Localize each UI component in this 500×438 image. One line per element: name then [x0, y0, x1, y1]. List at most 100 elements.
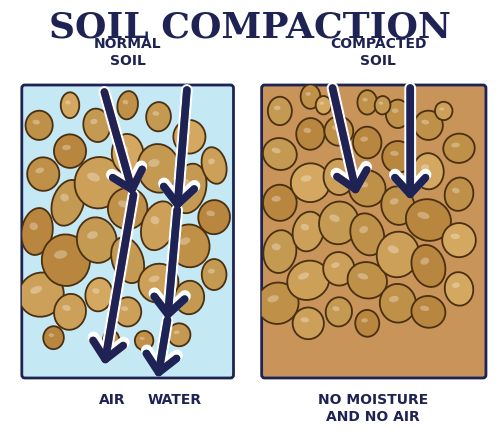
- Ellipse shape: [420, 306, 430, 311]
- Ellipse shape: [42, 234, 90, 286]
- Ellipse shape: [22, 208, 53, 255]
- Ellipse shape: [174, 330, 180, 334]
- Ellipse shape: [182, 131, 190, 136]
- Ellipse shape: [390, 151, 398, 156]
- Ellipse shape: [62, 145, 71, 150]
- Ellipse shape: [304, 128, 311, 133]
- Ellipse shape: [146, 102, 171, 131]
- FancyArrowPatch shape: [154, 210, 185, 311]
- Ellipse shape: [257, 283, 298, 324]
- Ellipse shape: [319, 201, 358, 244]
- Ellipse shape: [112, 134, 144, 174]
- Ellipse shape: [268, 295, 278, 302]
- Ellipse shape: [298, 272, 309, 279]
- Ellipse shape: [174, 281, 204, 314]
- Ellipse shape: [18, 272, 64, 317]
- Ellipse shape: [172, 164, 206, 213]
- Ellipse shape: [413, 153, 444, 189]
- FancyBboxPatch shape: [22, 85, 234, 378]
- Ellipse shape: [287, 261, 330, 300]
- Ellipse shape: [152, 111, 159, 116]
- Ellipse shape: [43, 326, 64, 349]
- Text: COMPACTED
SOIL: COMPACTED SOIL: [330, 37, 426, 68]
- Ellipse shape: [268, 97, 292, 125]
- Ellipse shape: [358, 181, 368, 187]
- Ellipse shape: [182, 291, 190, 297]
- FancyBboxPatch shape: [262, 85, 486, 378]
- Ellipse shape: [320, 102, 324, 105]
- Ellipse shape: [274, 106, 280, 110]
- Ellipse shape: [353, 127, 382, 159]
- Ellipse shape: [412, 245, 446, 287]
- Ellipse shape: [208, 159, 214, 164]
- Ellipse shape: [114, 297, 141, 326]
- Ellipse shape: [272, 196, 281, 202]
- Ellipse shape: [120, 251, 128, 259]
- Ellipse shape: [107, 337, 112, 340]
- Ellipse shape: [362, 98, 368, 102]
- Ellipse shape: [376, 232, 419, 277]
- Ellipse shape: [324, 117, 354, 146]
- Ellipse shape: [440, 107, 444, 110]
- Ellipse shape: [103, 330, 120, 351]
- Ellipse shape: [422, 120, 429, 124]
- Ellipse shape: [122, 100, 128, 104]
- Ellipse shape: [374, 96, 390, 114]
- Ellipse shape: [360, 137, 368, 141]
- Text: NO MOISTURE
AND NO AIR: NO MOISTURE AND NO AIR: [318, 393, 428, 424]
- Ellipse shape: [392, 109, 398, 113]
- Ellipse shape: [332, 125, 340, 130]
- Ellipse shape: [378, 102, 383, 105]
- Ellipse shape: [292, 307, 324, 339]
- Ellipse shape: [331, 262, 340, 268]
- Ellipse shape: [264, 230, 296, 273]
- Ellipse shape: [138, 264, 178, 303]
- Ellipse shape: [292, 212, 324, 251]
- Ellipse shape: [61, 92, 80, 118]
- Ellipse shape: [62, 305, 71, 311]
- FancyArrowPatch shape: [154, 210, 184, 314]
- Ellipse shape: [390, 198, 398, 205]
- Ellipse shape: [148, 159, 160, 167]
- Ellipse shape: [202, 259, 226, 290]
- Ellipse shape: [52, 180, 84, 226]
- Ellipse shape: [198, 200, 230, 234]
- Ellipse shape: [30, 286, 42, 294]
- Ellipse shape: [92, 288, 100, 293]
- Ellipse shape: [87, 173, 100, 182]
- Ellipse shape: [108, 188, 148, 229]
- Ellipse shape: [414, 111, 443, 140]
- Ellipse shape: [444, 177, 474, 211]
- Ellipse shape: [358, 273, 368, 279]
- Ellipse shape: [442, 223, 476, 257]
- Ellipse shape: [54, 134, 86, 168]
- Ellipse shape: [300, 85, 320, 109]
- Ellipse shape: [330, 214, 340, 222]
- Ellipse shape: [26, 111, 52, 140]
- Ellipse shape: [111, 237, 144, 283]
- Ellipse shape: [48, 333, 54, 337]
- FancyArrowPatch shape: [93, 195, 134, 360]
- Ellipse shape: [421, 164, 430, 170]
- Ellipse shape: [118, 91, 138, 119]
- Ellipse shape: [90, 119, 98, 124]
- Ellipse shape: [360, 226, 368, 233]
- Ellipse shape: [118, 201, 128, 208]
- Ellipse shape: [77, 217, 116, 263]
- Ellipse shape: [323, 252, 354, 286]
- Ellipse shape: [30, 223, 38, 230]
- Ellipse shape: [418, 212, 430, 219]
- Ellipse shape: [36, 168, 44, 173]
- FancyArrowPatch shape: [94, 195, 134, 357]
- Ellipse shape: [208, 268, 215, 274]
- Ellipse shape: [291, 163, 330, 202]
- Ellipse shape: [150, 216, 160, 224]
- Ellipse shape: [174, 120, 206, 154]
- Ellipse shape: [301, 224, 309, 230]
- Ellipse shape: [450, 233, 460, 239]
- Ellipse shape: [301, 175, 312, 182]
- Ellipse shape: [362, 318, 368, 322]
- Ellipse shape: [148, 276, 160, 282]
- Ellipse shape: [180, 237, 190, 245]
- Ellipse shape: [169, 224, 209, 267]
